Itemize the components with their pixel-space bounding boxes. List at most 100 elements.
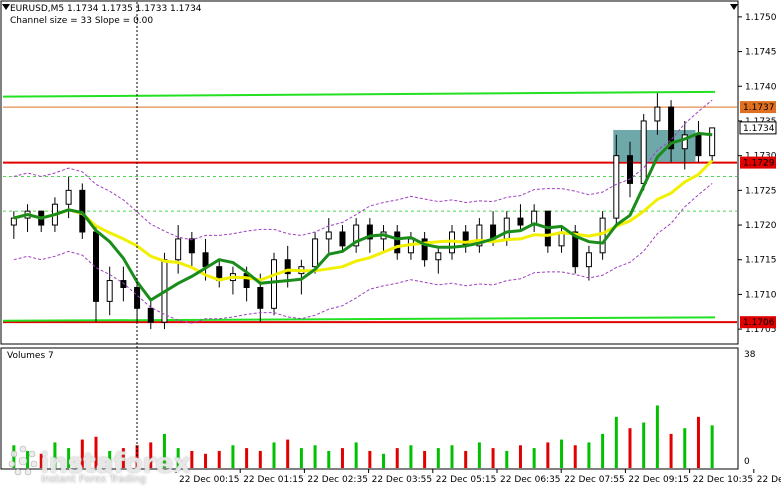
channel-upper-line [2,90,716,98]
volume-bar [231,445,235,468]
volume-bar [121,448,125,468]
candle-body [325,231,332,240]
candle-body [257,286,264,309]
volume-bar [368,450,372,468]
price-label-text: 1.1734 [743,124,775,134]
volume-bar [505,450,509,468]
candle-body [284,259,291,275]
candle-body [585,252,592,268]
price-axis: 1.17501.17451.17401.17351.17301.17251.17… [738,13,777,467]
price-label-box [740,316,776,329]
volume-bar [382,453,386,468]
candle-body [421,238,428,261]
volume-bar [245,448,249,468]
volume-bar [94,436,98,468]
volume-bar [313,445,317,468]
candle-body [243,273,250,288]
candle-body [503,217,510,240]
volume-bar [683,428,687,468]
volume-bar [217,450,221,468]
price-label-box [739,121,777,135]
volume-bar [39,453,43,468]
volume-bar [190,450,194,468]
collapse-arrow-icon[interactable] [2,4,10,10]
price-tick-label: 1.1725 [745,186,777,196]
candle-body [695,134,702,157]
volume-bar [423,450,427,468]
time-tick-label: 22 Dec 10:35 [693,475,754,485]
time-tick-label: 22 Dec 05:15 [436,475,497,485]
indicator-header: Channel size = 33 Slope = 0.00 [10,16,154,26]
price-tick-label: 1.1710 [745,290,777,300]
scroll-arrow-icon[interactable] [730,4,738,10]
candle-body [271,259,277,309]
volume-bar [395,448,399,468]
candle-body [175,238,182,261]
channel-lower-line [2,316,716,322]
volume-bar [573,445,577,468]
volume-bar [601,433,605,468]
volume-bar [546,442,550,468]
volume-bar [477,442,481,468]
candle-body [202,252,209,268]
price-label-box [740,156,776,169]
candle-body [681,134,688,150]
volume-bar [80,439,84,468]
volume-bar [628,428,632,468]
candle-body [106,280,113,302]
price-tick-label: 1.1750 [745,13,777,23]
time-tick-label: 22 Dec 06:35 [500,475,561,485]
volume-bar [696,416,700,468]
candle-body [599,217,606,254]
volume-bar [299,448,303,468]
candle-body [709,127,716,157]
candle-body [366,224,373,240]
price-label-text: 1.1737 [743,103,775,113]
candle-body [65,189,72,205]
candle-body [627,155,633,184]
volume-bar [710,425,714,468]
price-tick-label: 1.1705 [745,325,777,335]
volume-bar [204,453,208,468]
candle-body [312,238,319,268]
slow-ma-line [13,159,714,282]
volume-bar [518,445,522,468]
candle-body [613,155,620,219]
envelope-upper-line [13,99,713,241]
candle-body [394,231,401,254]
volume-bars [12,405,714,468]
volume-bar [67,448,71,468]
candle-body [654,106,661,122]
channel-layer [2,90,716,322]
envelope-lower-line [13,183,713,324]
volume-zero-label: 0 [744,457,750,467]
volume-bar [436,448,440,468]
candle-body [339,231,346,247]
levels-layer [3,106,737,324]
volume-bar [450,445,454,468]
candle-body [120,280,127,288]
price-tick-label: 1.1745 [745,48,777,58]
candle-body [435,252,442,261]
volume-bar [669,433,673,468]
time-tick-label: 22 Dec 01:15 [243,475,304,485]
volume-bar [655,405,659,468]
price-label-box [740,101,776,114]
volume-bar [149,442,153,468]
time-tick-label: 22 Dec 07:55 [564,475,625,485]
candle-body [188,238,195,254]
candle-body [572,231,579,268]
volume-bar [286,439,290,468]
volume-bar [532,448,536,468]
volumes-label: Volumes 7 [7,351,54,361]
watermark-tagline: Instant Forex Trading [41,474,147,485]
time-tick-label: 22 Dec 03:55 [372,475,433,485]
volume-bar [53,442,57,468]
watermark-brand: instaforex [40,448,191,479]
fast-ma-line [13,131,713,302]
candle-body [668,106,675,150]
symbol-header: EURUSD,M5 1.1734 1.1735 1.1733 1.1734 [10,4,202,14]
price-tick-label: 1.1740 [745,82,777,92]
volume-max-label: 38 [744,350,756,360]
